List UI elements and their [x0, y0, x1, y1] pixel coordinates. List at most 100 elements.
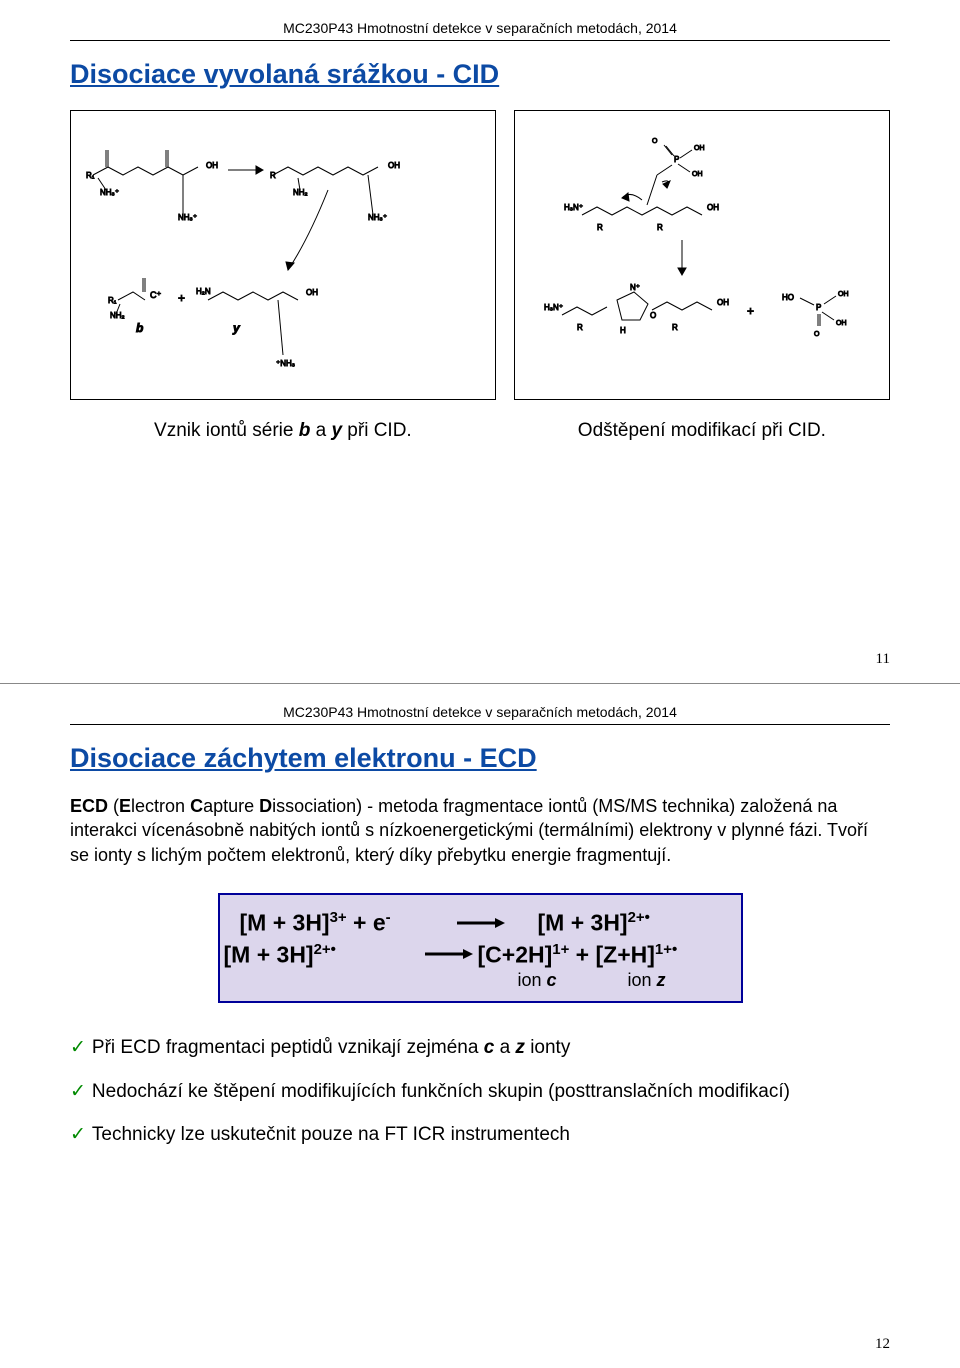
svg-text:OH: OH	[838, 291, 849, 298]
eq2-right-mid: + [Z+H]	[569, 941, 655, 967]
slide-2: MC230P43 Hmotnostní detekce v separačníc…	[0, 684, 960, 1368]
caption-left-post: při CID.	[342, 420, 412, 441]
eq2-right-sup2: 1+•	[655, 941, 677, 958]
diagram-row: R₁ NH₃⁺ NH₃⁺ OH R NH₂ NH₃⁺ OH	[70, 110, 890, 400]
eq1-right-a: [M + 3H]	[538, 910, 628, 936]
eq2-left-sup: 2+•	[314, 941, 336, 958]
eq1-left-sup2: -	[386, 909, 391, 926]
svg-text:OH: OH	[692, 171, 703, 178]
b1-pre: Při ECD fragmentaci peptidů vznikají zej…	[92, 1037, 484, 1058]
sub-c: c	[547, 970, 557, 990]
svg-text:NH₂: NH₂	[110, 311, 125, 320]
check-icon: ✓	[70, 1035, 86, 1061]
slide-title: Disociace vyvolaná srážkou - CID	[70, 59, 890, 90]
svg-text:OH: OH	[707, 203, 719, 212]
svg-text:⁺NH₃: ⁺NH₃	[276, 359, 295, 368]
ecd-abbr: ECD	[70, 796, 108, 816]
slide-title: Disociace záchytem elektronu - ECD	[70, 743, 890, 774]
svg-text:N⁺: N⁺	[630, 283, 640, 292]
equation-box: [M + 3H]3+ + e- [M + 3H]2+• [M + 3H]2+• …	[218, 893, 743, 1003]
svg-text:H: H	[620, 326, 626, 335]
eq2-left-a: [M + 3H]	[224, 941, 314, 967]
svg-text:OH: OH	[206, 161, 218, 170]
header-divider	[70, 724, 890, 725]
sub-c-pre: ion	[518, 970, 547, 990]
bullet-item: ✓ Při ECD fragmentaci peptidů vznikají z…	[70, 1035, 890, 1061]
svg-text:y: y	[232, 321, 241, 335]
caption-left-b: b	[299, 420, 311, 441]
svg-text:R: R	[672, 323, 678, 332]
page-number: 11	[876, 651, 890, 668]
b2-text: Nedochází ke štěpení modifikujících funk…	[92, 1079, 790, 1105]
svg-text:OH: OH	[717, 298, 729, 307]
svg-text:NH₃⁺: NH₃⁺	[178, 213, 197, 222]
svg-text:R: R	[657, 223, 663, 232]
svg-text:P: P	[816, 303, 821, 312]
ecd-D: D	[259, 796, 272, 816]
eq1-left-sup: 3+	[330, 909, 347, 926]
b1-post: ionty	[525, 1037, 570, 1058]
b1-z: z	[515, 1037, 525, 1058]
svg-text:C⁺: C⁺	[150, 290, 161, 300]
svg-text:R: R	[577, 323, 583, 332]
caption-row: Vznik iontů série b a y při CID. Odštěpe…	[70, 420, 890, 442]
eq2-right-sup1: 1+	[552, 941, 569, 958]
caption-left-mid: a	[310, 420, 331, 441]
bullet-item: ✓ Nedochází ke štěpení modifikujících fu…	[70, 1079, 890, 1105]
arrow-icon	[418, 947, 478, 961]
arrow-icon	[450, 916, 510, 930]
svg-text:P: P	[674, 155, 679, 164]
eq1-right-sup: 2+•	[628, 909, 650, 926]
check-icon: ✓	[70, 1122, 86, 1148]
eq2-right-a: [C+2H]	[478, 941, 553, 967]
caption-right: Odštěpení modifikací při CID.	[514, 420, 890, 442]
b3-text: Technicky lze uskutečnit pouze na FT ICR…	[92, 1122, 570, 1148]
svg-text:OH: OH	[306, 288, 318, 297]
svg-text:H₂N: H₂N	[196, 287, 211, 296]
svg-text:NH₃⁺: NH₃⁺	[100, 188, 119, 197]
page-number: 12	[875, 1336, 890, 1353]
ecd-paragraph: ECD (Electron Capture Dissociation) - me…	[70, 794, 890, 867]
svg-text:O: O	[814, 331, 820, 338]
ecd-E: E	[119, 796, 131, 816]
svg-text:+: +	[747, 304, 754, 318]
svg-text:+: +	[178, 291, 185, 305]
sub-z: z	[657, 970, 666, 990]
svg-text:OH: OH	[836, 320, 847, 327]
bullet-list: ✓ Při ECD fragmentaci peptidů vznikají z…	[70, 1035, 890, 1148]
svg-text:HO: HO	[782, 293, 794, 302]
svg-text:NH₃⁺: NH₃⁺	[368, 213, 387, 222]
eq1-left-a: [M + 3H]	[240, 910, 330, 936]
eq1-left-b: + e	[347, 910, 386, 936]
cid-structure-right-svg: H₃N⁺ OH R R P OH OH O	[522, 120, 882, 390]
ecd-C: C	[190, 796, 203, 816]
check-icon: ✓	[70, 1079, 86, 1105]
b1-mid: a	[494, 1037, 515, 1058]
svg-text:R₁: R₁	[108, 296, 117, 305]
svg-text:OH: OH	[694, 145, 705, 152]
svg-text:O: O	[650, 311, 656, 320]
svg-text:b: b	[136, 321, 143, 335]
cid-structure-left-svg: R₁ NH₃⁺ NH₃⁺ OH R NH₂ NH₃⁺ OH	[78, 120, 488, 390]
svg-text:R: R	[597, 223, 603, 232]
ecd-apture: apture	[203, 796, 259, 816]
svg-text:H₃N⁺: H₃N⁺	[564, 203, 583, 212]
svg-text:R₁: R₁	[86, 171, 95, 180]
sub-z-pre: ion	[628, 970, 657, 990]
equation-line-2: [M + 3H]2+• [C+2H]1+ + [Z+H]1+•	[224, 941, 721, 969]
caption-left-y: y	[331, 420, 342, 441]
bullet-item: ✓ Technicky lze uskutečnit pouze na FT I…	[70, 1122, 890, 1148]
course-header: MC230P43 Hmotnostní detekce v separačníc…	[70, 20, 890, 36]
cid-diagram-right: H₃N⁺ OH R R P OH OH O	[514, 110, 890, 400]
equation-line-1: [M + 3H]3+ + e- [M + 3H]2+•	[240, 909, 721, 937]
ecd-paren: (	[108, 796, 119, 816]
course-header: MC230P43 Hmotnostní detekce v separačníc…	[70, 704, 890, 720]
svg-text:H₃N⁺: H₃N⁺	[544, 303, 563, 312]
caption-left: Vznik iontů série b a y při CID.	[70, 420, 496, 442]
ecd-lectron: lectron	[131, 796, 190, 816]
svg-text:R: R	[270, 171, 276, 180]
caption-left-pre: Vznik iontů série	[154, 420, 299, 441]
b1-c: c	[484, 1037, 495, 1058]
header-divider	[70, 40, 890, 41]
cid-diagram-left: R₁ NH₃⁺ NH₃⁺ OH R NH₂ NH₃⁺ OH	[70, 110, 496, 400]
